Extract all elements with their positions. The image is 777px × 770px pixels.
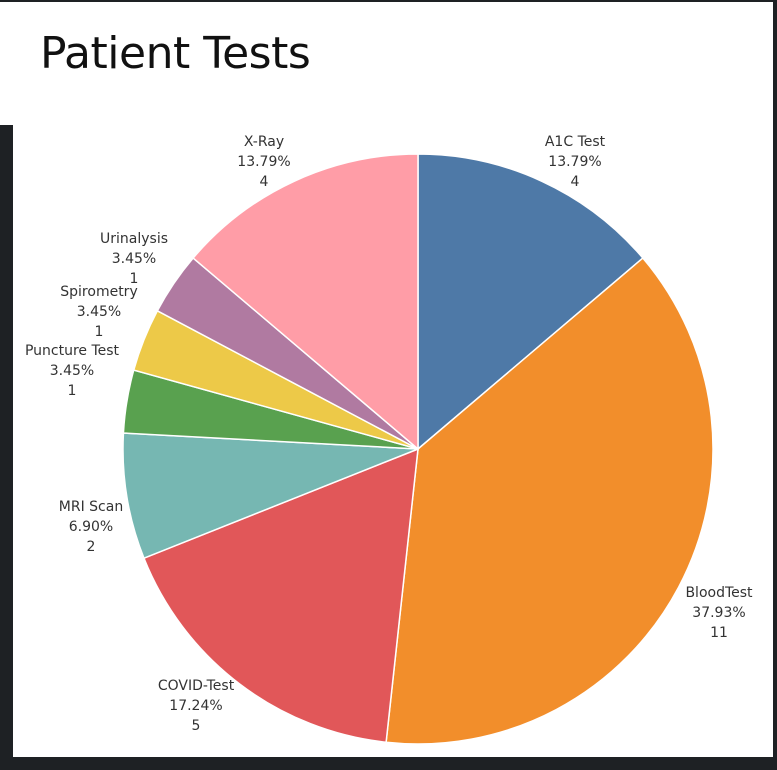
slice-label-percent-x-ray: 13.79% [237,154,290,170]
slice-label-percent-urinalysis: 3.45% [112,251,156,267]
slice-label-category-x-ray: X-Ray [244,134,284,150]
slice-label-count-urinalysis: 1 [130,271,139,287]
slice-label-percent-a1c-test: 13.79% [548,154,601,170]
slice-label-category-spirometry: Spirometry [60,284,137,300]
slice-label-percent-covid-test: 17.24% [169,698,222,714]
frame-border-top [0,0,777,2]
slice-label-count-mri-scan: 2 [87,539,96,555]
slice-label-percent-spirometry: 3.45% [77,304,121,320]
pie-slice-covid-test [142,447,419,744]
slice-label-count-a1c-test: 4 [571,174,580,190]
frame-border-bottom [0,757,777,770]
frame-border-right [773,0,777,770]
slice-label-category-mri-scan: MRI Scan [59,499,123,515]
pie-slice-bloodtest [385,256,714,745]
slice-label-count-spirometry: 1 [95,324,104,340]
chart-title: Patient Tests [40,28,311,79]
pie-slices [122,153,714,745]
slice-label-count-puncture-test: 1 [68,383,77,399]
slice-label-category-urinalysis: Urinalysis [100,231,168,247]
pie-slice-x-ray [192,153,419,451]
slice-label-count-x-ray: 4 [260,174,269,190]
pie-slice-a1c-test [417,153,644,451]
pie-slice-mri-scan [122,432,419,560]
pie-labels: A1C Test13.79%4BloodTest37.93%11COVID-Te… [25,134,753,734]
slice-label-percent-puncture-test: 3.45% [50,363,94,379]
frame-border-left [0,125,13,770]
slice-label-category-a1c-test: A1C Test [545,134,606,150]
slice-label-count-covid-test: 5 [192,718,201,734]
slice-label-category-bloodtest: BloodTest [685,585,753,601]
slice-label-count-bloodtest: 11 [710,625,728,641]
slice-label-percent-bloodtest: 37.93% [692,605,745,621]
slice-label-percent-mri-scan: 6.90% [69,519,113,535]
slice-label-category-covid-test: COVID-Test [158,678,235,694]
slice-label-category-puncture-test: Puncture Test [25,343,120,359]
